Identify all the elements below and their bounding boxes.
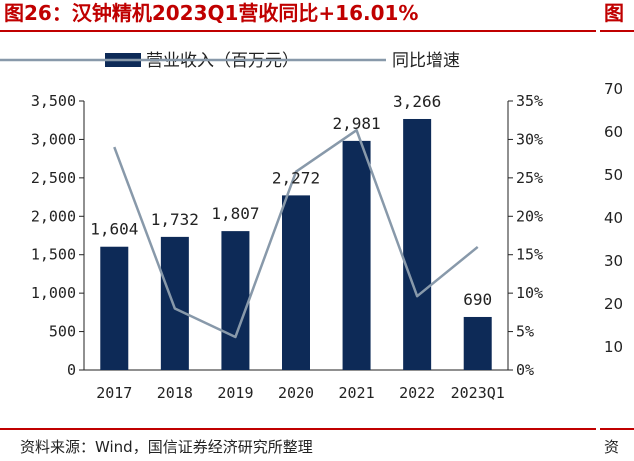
revenue-data-label: 2,981 <box>332 114 380 133</box>
x-tick-label: 2017 <box>96 384 132 402</box>
source-rule <box>0 428 596 430</box>
revenue-bar <box>403 118 432 370</box>
y-left-tick-label: 0 <box>67 361 76 379</box>
adjacent-source-rule <box>600 428 634 430</box>
revenue-data-label: 1,732 <box>151 210 199 229</box>
source-note: 资料来源：Wind，国信证券经济研究所整理 <box>20 438 313 456</box>
y-right-tick-label: 30% <box>516 130 543 148</box>
adjacent-tick: 10 <box>604 338 624 356</box>
y-right-tick-label: 35% <box>516 92 543 110</box>
chart-bars <box>100 118 492 370</box>
adjacent-tick: 70 <box>604 80 624 98</box>
revenue-bar <box>100 246 129 370</box>
y-left-tick-label: 3,500 <box>31 92 76 110</box>
revenue-bar <box>463 316 492 370</box>
page-title: 图26：汉钟精机2023Q1营收同比+16.01% <box>4 1 419 25</box>
x-tick-label: 2022 <box>399 384 435 402</box>
y-left-tick-label: 2,000 <box>31 207 76 225</box>
y-right-tick-label: 5% <box>516 323 534 341</box>
y-left-tick-label: 2,500 <box>31 169 76 187</box>
chart-data-labels: 1,604 1,732 1,807 2,272 2,981 3,266 690 <box>90 92 492 309</box>
x-tick-label: 2020 <box>278 384 314 402</box>
adjacent-tick: 60 <box>604 123 624 141</box>
revenue-data-label: 1,604 <box>90 220 138 239</box>
revenue-bar <box>221 231 250 370</box>
revenue-chart: 营业收入（百万元） 同比增速 0 0% 500 5% 1,000 10% 1,500 15% 2… <box>0 51 543 402</box>
y-left-tick-label: 3,000 <box>31 130 76 148</box>
adjacent-title-rule <box>600 30 634 32</box>
y-left-tick-label: 1,000 <box>31 284 76 302</box>
chart-legend: 营业收入（百万元） 同比增速 <box>0 51 460 71</box>
x-tick-label: 2019 <box>217 384 253 402</box>
revenue-bar <box>160 236 189 370</box>
adjacent-tick: 40 <box>604 209 624 227</box>
y-right-tick-label: 15% <box>516 246 543 264</box>
adjacent-tick: 50 <box>604 166 624 184</box>
y-right-tick-label: 25% <box>516 169 543 187</box>
y-left-tick-label: 1,500 <box>31 246 76 264</box>
adjacent-tick: 20 <box>604 295 624 313</box>
x-tick-label: 2018 <box>157 384 193 402</box>
adjacent-tick: 30 <box>604 252 624 270</box>
adjacent-figure-title: 图 <box>604 1 624 25</box>
adjacent-source: 资 <box>604 438 620 456</box>
y-right-tick-label: 10% <box>516 284 543 302</box>
legend-label-growth: 同比增速 <box>392 51 460 71</box>
revenue-data-label: 1,807 <box>211 204 259 223</box>
chart-axes: 0 0% 500 5% 1,000 10% 1,500 15% 2,000 20% 2,500 25%… <box>31 92 543 402</box>
revenue-bar <box>282 195 310 370</box>
x-tick-label: 2021 <box>339 384 375 402</box>
title-rule <box>0 30 596 32</box>
chart-growth-line <box>113 128 479 339</box>
revenue-bar <box>342 140 371 370</box>
revenue-data-label: 3,266 <box>393 92 441 111</box>
y-left-tick-label: 500 <box>49 323 76 341</box>
adjacent-figure-fragment: 图 70 60 50 40 30 20 10 资 <box>600 0 634 461</box>
y-right-tick-label: 0% <box>516 361 534 379</box>
y-right-tick-label: 20% <box>516 207 543 225</box>
revenue-data-label: 690 <box>463 290 492 309</box>
x-tick-label: 2023Q1 <box>451 384 505 402</box>
revenue-data-label: 2,272 <box>272 168 320 187</box>
